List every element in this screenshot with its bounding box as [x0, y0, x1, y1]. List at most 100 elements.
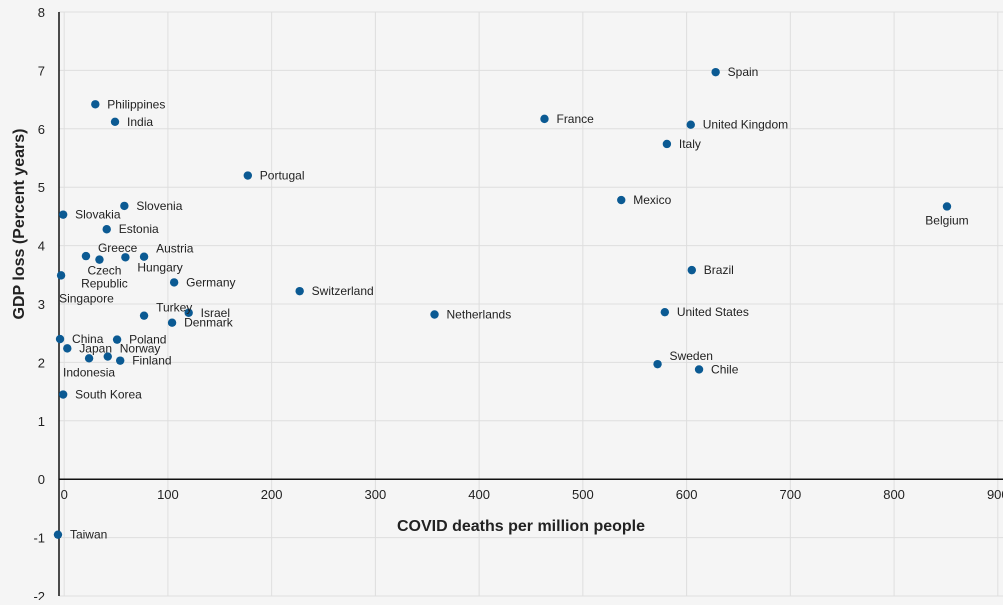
y-tick-label: -1	[33, 531, 45, 546]
data-points	[53, 67, 952, 539]
x-tick-label: 300	[365, 487, 387, 502]
point-label: Spain	[728, 65, 759, 79]
y-tick-label: -2	[33, 589, 45, 600]
data-point	[81, 251, 91, 261]
data-point	[121, 253, 130, 262]
point-label: Germany	[186, 275, 235, 289]
y-tick-label: 6	[38, 122, 45, 137]
data-point	[120, 201, 129, 211]
data-point	[662, 139, 672, 149]
point-label: United States	[677, 305, 749, 319]
point-label: Denmark	[184, 316, 234, 330]
point-label: Turkey	[156, 301, 192, 315]
data-point	[58, 390, 68, 399]
x-tick-label: 600	[676, 487, 698, 502]
data-point	[687, 265, 696, 275]
y-tick-label: 2	[38, 355, 45, 370]
data-point	[95, 255, 104, 264]
y-tick-label: 7	[38, 63, 45, 78]
point-label: South Korea	[75, 388, 142, 402]
data-point	[660, 307, 670, 317]
data-point	[711, 67, 720, 77]
data-point	[112, 335, 122, 344]
point-label: Brazil	[704, 263, 734, 277]
point-label: Slovakia	[75, 208, 121, 222]
point-label: United Kingdom	[703, 118, 788, 132]
data-point	[55, 334, 65, 344]
data-point	[53, 530, 63, 539]
point-label: Slovenia	[136, 199, 182, 213]
data-point	[169, 278, 179, 287]
x-tick-label: 100	[157, 487, 179, 502]
data-point	[694, 365, 704, 374]
data-point	[184, 308, 193, 317]
data-point	[91, 100, 100, 109]
point-label: Belgium	[925, 213, 968, 227]
y-tick-label: 3	[38, 297, 45, 312]
point-label: Norway	[120, 342, 161, 356]
data-point	[63, 344, 72, 353]
data-point	[167, 318, 177, 327]
data-point	[56, 271, 66, 280]
y-axis-title: GDP loss (Percent years)	[11, 129, 28, 320]
axis-layer	[58, 12, 1003, 596]
data-point	[139, 252, 149, 261]
data-point	[110, 117, 120, 126]
y-tick-label: 5	[38, 180, 45, 195]
point-label: Philippines	[107, 97, 165, 111]
data-point	[617, 195, 626, 205]
data-point	[103, 352, 112, 361]
x-tick-label: 400	[468, 487, 490, 502]
point-label: Japan	[79, 341, 112, 355]
data-point	[540, 114, 549, 124]
point-label: France	[556, 112, 594, 126]
tick-labels: 0 100 200 300 400 500 600 700 800 900 -2 -1 0 1 2 3 4 5 6 7…	[33, 5, 1003, 604]
data-point	[430, 310, 439, 319]
y-tick-label: 1	[38, 414, 45, 429]
point-label: Netherlands	[447, 308, 512, 322]
data-point	[942, 202, 952, 211]
point-label: Mexico	[633, 193, 671, 207]
data-point	[58, 210, 68, 219]
grid-layer	[59, 11, 1003, 597]
point-label: Czech Republic	[81, 264, 128, 291]
data-point	[102, 225, 111, 234]
y-tick-label: 4	[38, 239, 45, 254]
point-label: Greece	[98, 241, 138, 255]
data-point	[139, 311, 149, 320]
x-tick-label: 500	[572, 487, 594, 502]
data-point	[653, 359, 662, 369]
point-label: India	[127, 115, 153, 129]
point-label: Estonia	[119, 222, 159, 236]
point-label: Austria	[156, 242, 194, 256]
point-label: Taiwan	[70, 528, 107, 542]
point-label: Poland	[129, 333, 166, 347]
point-label: Singapore	[59, 291, 114, 305]
x-tick-label: 800	[883, 487, 905, 502]
x-tick-label: 900	[987, 487, 1003, 502]
data-point	[686, 120, 695, 129]
point-label: Hungary	[137, 260, 182, 274]
y-tick-label: 8	[38, 5, 45, 20]
data-point	[84, 354, 94, 363]
point-label: Italy	[679, 137, 701, 151]
point-label: Israel	[201, 306, 230, 320]
point-label: Indonesia	[63, 365, 115, 379]
point-label: Sweden	[670, 349, 713, 363]
point-label: Finland	[132, 354, 171, 368]
data-point	[295, 286, 304, 296]
x-tick-label: 700	[779, 487, 801, 502]
data-point	[116, 356, 125, 365]
data-point	[243, 171, 252, 180]
x-tick-label: 0	[61, 487, 68, 502]
point-label: China	[72, 332, 104, 346]
point-labels: Spain Philippines India France United Kingdo…	[59, 65, 969, 542]
point-label: Chile	[711, 362, 739, 376]
point-label: Portugal	[260, 169, 305, 183]
x-axis-title: COVID deaths per million people	[397, 518, 645, 535]
y-tick-label: 0	[38, 472, 45, 487]
point-label: Switzerland	[312, 284, 374, 298]
x-tick-label: 200	[261, 487, 283, 502]
